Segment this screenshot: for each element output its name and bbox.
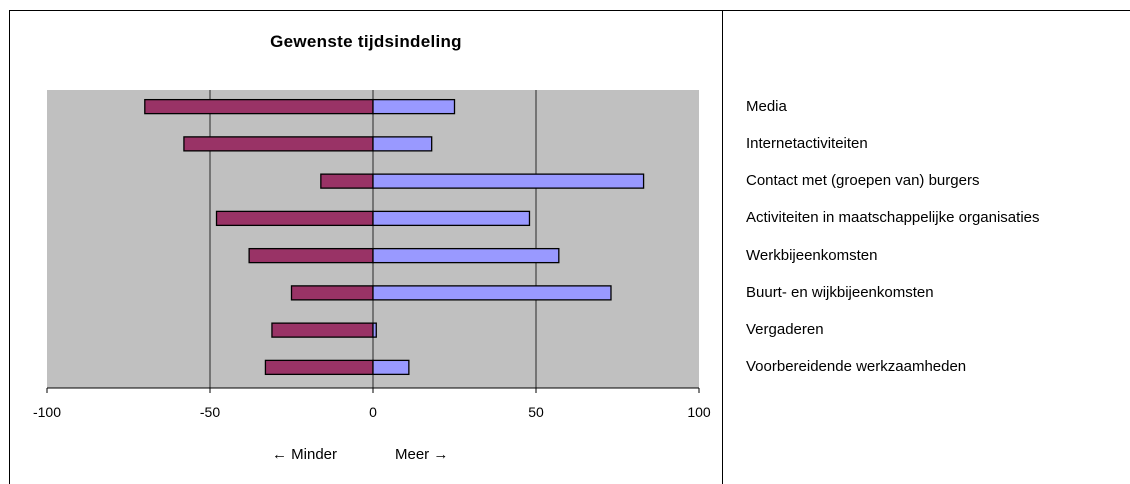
bar (372, 322, 377, 338)
bar (372, 98, 456, 115)
x-tick-label: 100 (687, 404, 711, 420)
less-label: ← Minder (272, 446, 338, 463)
bar (320, 173, 374, 189)
chart-title: Gewenste tijdsindeling (270, 32, 462, 51)
bar (144, 98, 374, 115)
x-tick-label: 50 (528, 404, 544, 420)
category-label: Activiteiten in maatschappelijke organis… (746, 209, 1040, 227)
category-label: Werkbijeenkomsten (746, 246, 878, 264)
chart-frame (9, 10, 723, 484)
bar (372, 359, 410, 376)
category-label: Media (746, 97, 787, 115)
bar (372, 210, 531, 227)
category-label: Voorbereidende werkzaamheden (746, 358, 967, 376)
x-tick-label: -50 (200, 404, 220, 420)
bar (248, 247, 374, 264)
x-tick-label: 0 (369, 404, 377, 420)
category-label: Buurt- en wijkbijeenkomsten (746, 283, 934, 301)
bar (372, 136, 433, 152)
bar (215, 210, 374, 227)
bar (290, 285, 374, 301)
category-label: Internetactiviteiten (746, 134, 868, 152)
category-label: Vergaderen (746, 321, 824, 339)
bar (372, 247, 560, 264)
bar (372, 173, 645, 189)
bar (372, 285, 612, 301)
bar (264, 359, 374, 376)
category-label: Contact met (groepen van) burgers (746, 172, 980, 190)
bar (183, 136, 374, 152)
more-label: Meer → (395, 446, 449, 463)
bar (271, 322, 374, 338)
chart-frame-top-line (723, 10, 1130, 11)
x-tick-label: -100 (33, 404, 61, 420)
